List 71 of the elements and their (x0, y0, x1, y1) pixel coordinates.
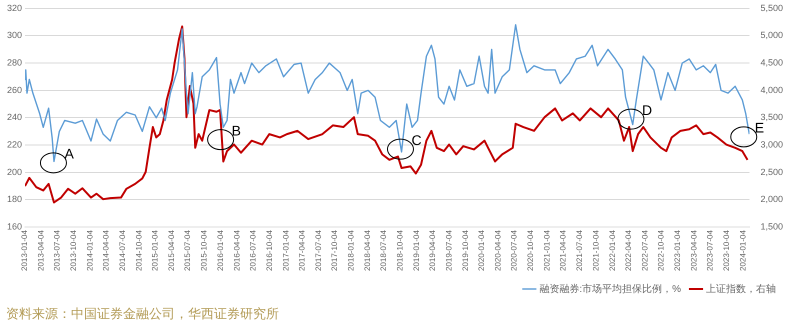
x-tick-label: 2020-01-04 (477, 230, 486, 271)
x-tick-label: 2016-07-04 (248, 230, 258, 271)
x-tick-label: 2016-10-04 (264, 230, 274, 271)
y2-tick-label: 5,500 (760, 2, 784, 13)
x-tick-label: 2019-07-04 (444, 230, 454, 271)
x-tick-label: 2017-04-04 (298, 230, 307, 271)
x-tick-label: 2023-07-04 (706, 230, 715, 271)
y-tick-label: 240 (6, 112, 22, 122)
y2-tick-label: 2,500 (760, 166, 784, 177)
y2-tick-label: 5,000 (760, 30, 784, 40)
x-tick-label: 2013-07-04 (52, 230, 62, 271)
x-tick-label: 2017-01-04 (281, 230, 290, 271)
x-tick-label: 2023-10-04 (722, 230, 731, 271)
x-tick-label: 2015-10-04 (200, 230, 209, 271)
x-tick-label: 2015-07-04 (183, 230, 192, 271)
x-tick-label: 2021-04-04 (558, 230, 568, 271)
y2-tick-label: 2,000 (760, 194, 784, 204)
annotation: A (64, 146, 74, 162)
y-tick-label: 320 (6, 2, 22, 13)
x-tick-label: 2018-10-04 (396, 230, 404, 271)
x-tick-label: 2018-04-04 (362, 230, 372, 271)
x-tick-label: 2021-07-04 (575, 230, 584, 271)
x-tick-label: 2021-01-04 (542, 230, 552, 271)
y2-tick-label: 1,500 (760, 222, 784, 232)
x-tick-label: 2018-07-04 (379, 230, 388, 271)
x-tick-label: 2019-04-04 (428, 230, 438, 271)
x-tick-label: 2023-04-04 (689, 230, 698, 271)
x-tick-label: 2014-10-04 (134, 230, 144, 271)
x-tick-label: 2015-01-04 (150, 230, 160, 271)
x-tick-label: 2019-10-04 (460, 230, 470, 271)
legend-label: 上证指数，右轴 (706, 282, 776, 295)
x-tick-label: 2014-07-04 (118, 230, 127, 271)
x-tick-label: 2019-01-04 (412, 230, 421, 271)
annotation: E (754, 120, 764, 136)
y-tick-label: 260 (6, 84, 22, 95)
y-tick-label: 200 (6, 166, 22, 177)
x-tick-label: 2020-10-04 (526, 230, 536, 271)
y2-tick-label: 3,000 (760, 140, 784, 150)
x-tick-label: 2013-10-04 (69, 230, 78, 271)
y2-tick-label: 3,500 (760, 112, 784, 122)
x-tick-label: 2020-04-04 (493, 230, 502, 271)
legend-label: 融资融券:市场平均担保比例，% (539, 282, 682, 295)
x-tick-label: 2015-04-04 (166, 230, 176, 271)
x-tick-label: 2013-04-04 (36, 230, 46, 271)
x-tick-label: 2013-01-04 (20, 230, 30, 271)
y2-tick-label: 4,500 (760, 58, 784, 68)
annotation: C (411, 132, 422, 148)
y-tick-label: 280 (6, 58, 22, 68)
y-tick-label: 180 (6, 194, 22, 204)
x-tick-label: 2016-04-04 (232, 230, 242, 271)
x-tick-label: 2023-01-04 (673, 230, 682, 271)
y-tick-label: 300 (6, 30, 22, 40)
x-tick-label: 2022-10-04 (656, 230, 666, 271)
annotation: D (642, 102, 652, 118)
x-tick-label: 2014-04-04 (102, 230, 111, 271)
x-tick-label: 2022-01-04 (608, 230, 617, 271)
x-tick-label: 2021-10-04 (591, 230, 600, 271)
x-tick-label: 2022-07-04 (640, 230, 650, 271)
x-tick-label: 2020-07-04 (510, 230, 519, 271)
x-tick-label: 2024-01-04 (738, 230, 748, 271)
x-tick-label: 2016-01-04 (216, 230, 225, 271)
y-tick-label: 220 (6, 140, 22, 150)
y2-tick-label: 4,000 (760, 84, 784, 95)
x-tick-label: 2018-01-04 (346, 230, 356, 271)
annotation: B (232, 122, 241, 138)
x-tick-label: 2014-01-04 (85, 230, 94, 271)
text: 资料来源：中国证券金融公司，华西证券研究所 (5, 305, 280, 323)
x-tick-label: 2017-10-04 (330, 230, 340, 271)
x-tick-label: 2022-04-04 (624, 230, 633, 271)
x-tick-label: 2017-07-04 (314, 230, 323, 271)
y-tick-label: 160 (6, 222, 22, 232)
